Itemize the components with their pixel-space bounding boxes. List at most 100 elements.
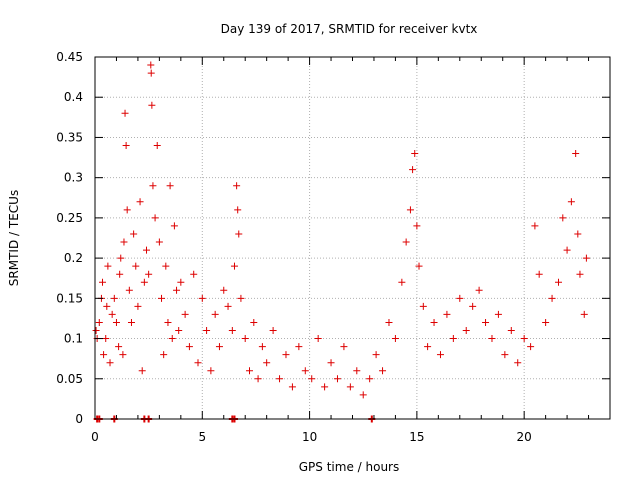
data-point <box>134 302 142 310</box>
data-point <box>123 206 131 214</box>
data-point <box>327 359 335 367</box>
x-tick-label: 0 <box>91 430 99 444</box>
data-point <box>119 351 127 359</box>
data-point <box>203 327 211 335</box>
data-point <box>567 198 575 206</box>
data-point <box>127 318 135 326</box>
data-point <box>99 278 107 286</box>
data-point <box>398 278 406 286</box>
data-point <box>263 359 271 367</box>
data-point <box>237 294 245 302</box>
data-point <box>308 375 316 383</box>
data-point <box>140 278 148 286</box>
data-point <box>295 343 303 351</box>
data-point <box>535 270 543 278</box>
data-point <box>175 327 183 335</box>
data-point <box>170 222 178 230</box>
data-point <box>430 318 438 326</box>
axis-ticks <box>94 56 611 420</box>
data-point <box>443 310 451 318</box>
data-point <box>147 61 155 69</box>
data-point <box>160 351 168 359</box>
data-point <box>168 335 176 343</box>
data-point <box>254 375 262 383</box>
data-point <box>198 294 206 302</box>
data-point <box>269 327 277 335</box>
data-point <box>469 302 477 310</box>
data-point <box>333 375 341 383</box>
data-point <box>117 254 125 262</box>
y-tick-label: 0.4 <box>64 90 83 104</box>
data-point <box>379 367 387 375</box>
data-point <box>488 335 496 343</box>
data-point <box>475 286 483 294</box>
data-point <box>580 310 588 318</box>
data-point <box>190 270 198 278</box>
data-point <box>576 270 584 278</box>
data-point <box>138 367 146 375</box>
data-point <box>116 270 124 278</box>
x-tick-label: 10 <box>302 430 317 444</box>
data-point <box>391 335 399 343</box>
data-point <box>185 343 193 351</box>
y-tick-label: 0.25 <box>56 211 83 225</box>
data-point <box>136 198 144 206</box>
data-points <box>92 61 590 399</box>
data-point <box>108 310 116 318</box>
data-point <box>143 246 150 254</box>
data-point <box>301 367 309 375</box>
data-point <box>520 335 528 343</box>
data-point <box>110 294 118 302</box>
data-point <box>153 141 161 149</box>
data-point <box>514 359 522 367</box>
data-point <box>100 351 108 359</box>
data-point <box>559 214 567 222</box>
data-point <box>148 101 156 109</box>
data-point <box>406 206 414 214</box>
data-point <box>563 246 571 254</box>
data-point <box>241 335 249 343</box>
data-point <box>233 182 241 190</box>
data-point <box>220 286 228 294</box>
data-point <box>177 278 185 286</box>
data-point <box>121 109 129 117</box>
data-point <box>415 262 423 270</box>
data-point <box>145 270 153 278</box>
data-point <box>288 383 296 391</box>
data-point <box>158 294 166 302</box>
data-point <box>115 343 123 351</box>
plot-frame <box>94 56 611 420</box>
y-tick-label: 0.45 <box>56 50 83 64</box>
data-point <box>130 230 138 238</box>
data-point <box>155 238 163 246</box>
data-point <box>125 286 133 294</box>
data-point <box>276 375 284 383</box>
data-point <box>482 318 490 326</box>
data-point <box>162 262 170 270</box>
data-point <box>346 383 354 391</box>
data-point <box>112 318 120 326</box>
data-point <box>250 318 258 326</box>
data-point <box>494 310 502 318</box>
data-point <box>413 222 421 230</box>
data-point <box>436 351 444 359</box>
y-tick-label: 0.1 <box>64 332 83 346</box>
data-point <box>103 302 111 310</box>
x-tick-label: 15 <box>409 430 424 444</box>
y-tick-label: 0.05 <box>56 372 83 386</box>
data-point <box>211 310 219 318</box>
data-point <box>173 286 181 294</box>
data-point <box>224 302 232 310</box>
data-point <box>215 343 223 351</box>
x-tick-label: 5 <box>198 430 206 444</box>
data-point <box>419 302 427 310</box>
y-tick-label: 0 <box>75 412 83 426</box>
data-point <box>555 278 562 286</box>
data-point <box>449 335 457 343</box>
data-point <box>314 335 322 343</box>
data-point <box>353 367 361 375</box>
data-point <box>340 343 348 351</box>
data-point <box>574 230 582 238</box>
data-point <box>194 359 202 367</box>
